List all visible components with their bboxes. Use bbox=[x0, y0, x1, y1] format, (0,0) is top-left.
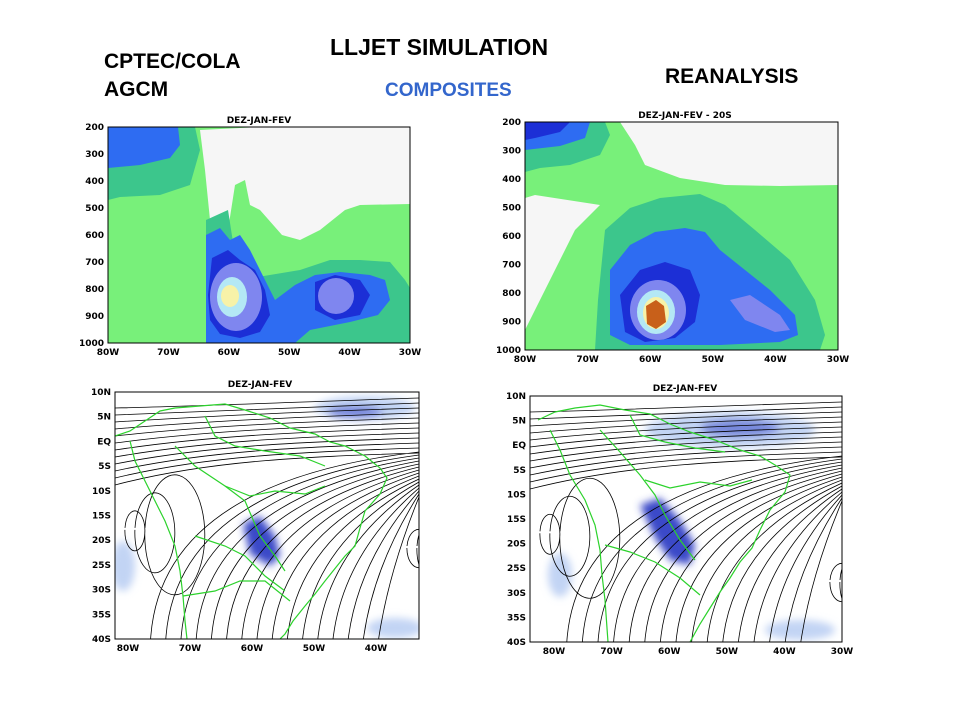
tick-label: 25S bbox=[507, 564, 526, 574]
tick-label: 600 bbox=[502, 232, 521, 242]
main-title: LLJET SIMULATION bbox=[330, 34, 548, 61]
tick-label: 40W bbox=[338, 348, 361, 358]
tick-label: 80W bbox=[97, 348, 120, 358]
chart-title: DEZ-JAN-FEV bbox=[228, 380, 293, 390]
tick-label: 80W bbox=[543, 647, 566, 657]
contour-fill-level-5b bbox=[318, 278, 354, 314]
tick-label: 400 bbox=[502, 175, 521, 185]
tick-label: 5N bbox=[97, 413, 111, 423]
tick-label: 300 bbox=[502, 147, 521, 157]
tick-label: 25S bbox=[92, 561, 111, 571]
tick-label: 35S bbox=[507, 613, 526, 623]
tick-label: 40W bbox=[365, 644, 388, 654]
tick-label: 40S bbox=[92, 635, 111, 645]
tick-label: 500 bbox=[502, 204, 521, 214]
y-tick-labels: 10N 5N EQ 5S 10S 15S 20S 25S 30S 35S 40S bbox=[91, 388, 111, 645]
tick-label: 40W bbox=[773, 647, 796, 657]
tick-label: 50W bbox=[303, 644, 326, 654]
x-tick-labels: 80W 70W 60W 50W 40W bbox=[117, 644, 388, 654]
tick-label: 10N bbox=[91, 388, 111, 398]
x-tick-labels: 80W 70W 60W 50W 40W 30W bbox=[543, 647, 854, 657]
tick-label: 30W bbox=[831, 647, 854, 657]
reanalysis-cross-section-chart: DEZ-JAN-FEV - 20S 200 300 400 500 600 700 800 9… bbox=[480, 110, 860, 362]
model-label-line1: CPTEC/COLA bbox=[104, 50, 241, 74]
tick-label: 200 bbox=[502, 118, 521, 128]
x-tick-labels: 80W 70W 60W 50W 40W 30W bbox=[97, 348, 422, 358]
tick-label: 40W bbox=[764, 355, 787, 365]
model-label-line2: AGCM bbox=[104, 78, 168, 102]
tick-label: 800 bbox=[502, 289, 521, 299]
tick-label: 5N bbox=[512, 417, 526, 427]
tick-label: 70W bbox=[600, 647, 623, 657]
tick-label: 300 bbox=[85, 150, 104, 160]
tick-label: 50W bbox=[716, 647, 739, 657]
tick-label: 5S bbox=[513, 466, 526, 476]
tick-label: 500 bbox=[85, 204, 104, 214]
tick-label: 600 bbox=[85, 231, 104, 241]
tick-label: 20S bbox=[507, 540, 526, 550]
chart-title: DEZ-JAN-FEV bbox=[227, 116, 292, 126]
tick-label: EQ bbox=[97, 437, 111, 447]
tick-label: 80W bbox=[117, 644, 140, 654]
tick-label: 35S bbox=[92, 610, 111, 620]
tick-label: 30S bbox=[92, 586, 111, 596]
y-tick-labels: 10N 5N EQ 5S 10S 15S 20S 25S 30S 35S 40S bbox=[506, 392, 526, 648]
tick-label: 60W bbox=[639, 355, 662, 365]
chart-title: DEZ-JAN-FEV - 20S bbox=[638, 111, 732, 121]
y-tick-labels: 200 300 400 500 600 700 800 900 1000 bbox=[496, 118, 521, 356]
tick-label: 30W bbox=[399, 348, 422, 358]
tick-label: 10N bbox=[506, 392, 526, 402]
tick-label: 15S bbox=[92, 512, 111, 522]
tick-label: 60W bbox=[241, 644, 264, 654]
tick-label: 70W bbox=[157, 348, 180, 358]
tick-label: 900 bbox=[85, 312, 104, 322]
tick-label: 40S bbox=[507, 638, 526, 648]
reanalysis-label: REANALYSIS bbox=[665, 65, 798, 89]
tick-label: 5S bbox=[98, 462, 111, 472]
tick-label: 15S bbox=[507, 515, 526, 525]
tick-label: 700 bbox=[85, 258, 104, 268]
tick-label: 800 bbox=[85, 285, 104, 295]
tick-label: 400 bbox=[85, 177, 104, 187]
subtitle: COMPOSITES bbox=[385, 80, 512, 102]
tick-label: 10S bbox=[507, 490, 526, 500]
tick-label: 10S bbox=[92, 487, 111, 497]
tick-label: 200 bbox=[85, 123, 104, 133]
tick-label: 60W bbox=[658, 647, 681, 657]
tick-label: 900 bbox=[502, 318, 521, 328]
tick-label: 70W bbox=[179, 644, 202, 654]
tick-label: 50W bbox=[702, 355, 725, 365]
x-tick-labels: 80W 70W 60W 50W 40W 30W bbox=[514, 355, 850, 365]
tick-label: 30W bbox=[827, 355, 850, 365]
tick-label: 20S bbox=[92, 536, 111, 546]
model-cross-section-chart: DEZ-JAN-FEV 200 300 400 500 600 700 800 900 1000… bbox=[60, 110, 430, 350]
reanalysis-streamline-map: DEZ-JAN-FEV 10N 5N EQ 5S 10S 15S 20S 25S 30S 35S 4… bbox=[490, 380, 862, 665]
y-tick-labels: 200 300 400 500 600 700 800 900 1000 bbox=[79, 123, 104, 349]
tick-label: 70W bbox=[576, 355, 599, 365]
contour-fill-level-7 bbox=[221, 285, 239, 307]
tick-label: 60W bbox=[218, 348, 241, 358]
tick-label: EQ bbox=[512, 441, 526, 451]
tick-label: 700 bbox=[502, 261, 521, 271]
tick-label: 50W bbox=[278, 348, 301, 358]
tick-label: 30S bbox=[507, 589, 526, 599]
chart-title: DEZ-JAN-FEV bbox=[653, 384, 718, 394]
tick-label: 80W bbox=[514, 355, 537, 365]
model-streamline-map: DEZ-JAN-FEV 10N 5N EQ 5S 10S 15S 20S 25S 30S 35S 4… bbox=[75, 376, 430, 661]
